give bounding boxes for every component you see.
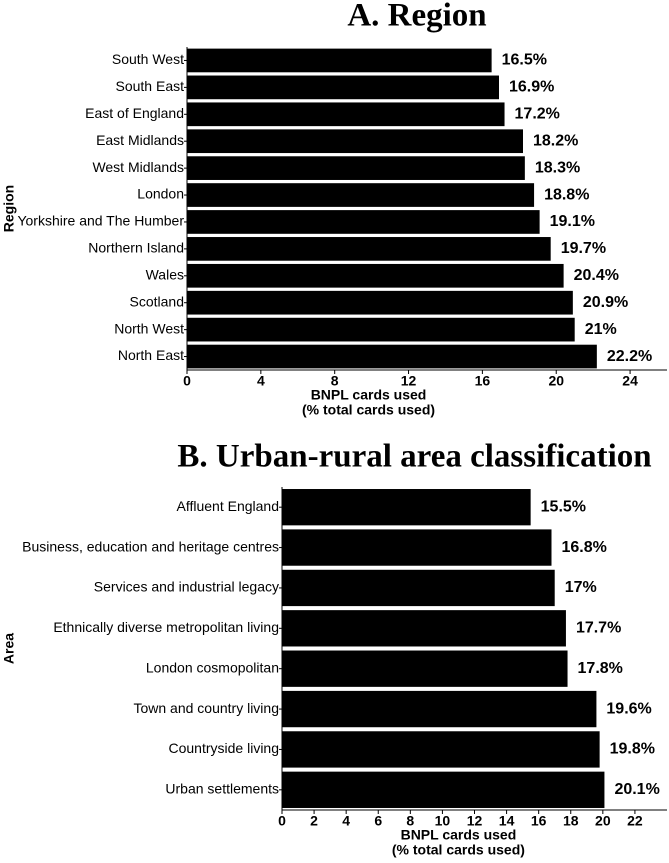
y-tick-label: East Midlands (96, 132, 184, 148)
y-tick-label: London (137, 186, 184, 202)
bar (187, 48, 492, 73)
value-label: 21% (585, 321, 617, 338)
value-label: 17.7% (576, 620, 621, 637)
value-label: 20.1% (614, 781, 659, 798)
y-tick-label: Wales (146, 266, 184, 282)
bar (187, 75, 499, 100)
y-tick-label: Business, education and heritage centres (22, 538, 279, 554)
y-tick-label: South East (116, 78, 185, 94)
x-tick-label: 20 (548, 373, 564, 389)
x-axis-label: (% total cards used) (392, 842, 525, 858)
value-label: 19.1% (550, 213, 595, 230)
chart-title: A. Region (347, 0, 486, 34)
x-tick-label: 8 (406, 813, 414, 829)
value-label: 18.8% (544, 186, 589, 203)
x-axis-label: BNPL cards used (401, 827, 517, 843)
x-tick-label: 8 (331, 373, 339, 389)
bar (187, 237, 551, 261)
bar (282, 610, 566, 647)
x-tick-label: 4 (342, 813, 350, 829)
bar (187, 317, 575, 342)
value-label: 19.7% (561, 240, 606, 257)
value-label: 20.9% (583, 294, 628, 311)
bar (187, 183, 535, 207)
y-tick-label: London cosmopolitan (146, 659, 279, 675)
y-tick-label: West Midlands (92, 159, 184, 175)
x-tick-label: 16 (475, 373, 491, 389)
value-label: 16.5% (502, 52, 547, 69)
bar (187, 129, 523, 154)
x-tick-label: 16 (531, 813, 547, 829)
bar (187, 156, 525, 180)
y-tick-label: Ethnically diverse metropolitan living (53, 619, 279, 635)
y-tick-label: Town and country living (133, 700, 279, 716)
value-label: 15.5% (541, 498, 586, 515)
bar (187, 210, 540, 234)
bar (187, 102, 505, 127)
x-tick-label: 2 (310, 813, 318, 829)
bar (282, 771, 605, 808)
y-tick-label: North East (118, 347, 184, 363)
x-tick-label: 0 (183, 373, 191, 389)
y-tick-label: North West (114, 320, 184, 336)
bar (282, 731, 600, 768)
y-tick-label: Northern Island (88, 240, 184, 256)
bar (282, 690, 597, 728)
y-axis-label: Area (1, 633, 17, 664)
bar (187, 290, 573, 315)
x-tick-label: 18 (563, 813, 579, 829)
value-label: 19.6% (606, 700, 651, 717)
y-axis-label: Region (1, 185, 17, 232)
bar (187, 263, 564, 288)
x-tick-label: 24 (622, 373, 638, 389)
bar (282, 569, 555, 607)
x-tick-label: 22 (627, 813, 643, 829)
bar (282, 529, 552, 566)
value-label: 17% (565, 579, 597, 596)
value-label: 22.2% (607, 348, 652, 365)
value-label: 19.8% (610, 741, 655, 758)
x-tick-label: 0 (278, 813, 286, 829)
y-tick-label: Countryside living (169, 740, 280, 756)
x-tick-label: 6 (374, 813, 382, 829)
y-tick-label: Scotland (130, 293, 184, 309)
bar (282, 650, 568, 687)
y-tick-label: East of England (85, 105, 184, 121)
y-tick-label: South West (112, 51, 184, 67)
y-tick-label: Yorkshire and The Humber (17, 213, 184, 229)
x-axis-label: (% total cards used) (302, 402, 435, 418)
x-tick-label: 14 (499, 813, 515, 829)
y-tick-label: Affluent England (177, 498, 280, 514)
value-label: 18.3% (535, 159, 580, 176)
chart-title: B. Urban-rural area classification (177, 439, 651, 475)
x-tick-label: 12 (467, 813, 483, 829)
x-tick-label: 4 (257, 373, 265, 389)
x-tick-label: 20 (595, 813, 611, 829)
bar (282, 489, 531, 526)
x-axis-label: BNPL cards used (311, 387, 427, 403)
y-tick-label: Urban settlements (165, 781, 279, 797)
value-label: 17.2% (515, 106, 560, 123)
value-label: 16.8% (562, 539, 607, 556)
value-label: 18.2% (533, 132, 578, 149)
value-label: 17.8% (578, 660, 623, 677)
y-tick-label: Services and industrial legacy (94, 579, 279, 595)
value-label: 20.4% (574, 267, 619, 284)
bar (187, 344, 597, 369)
x-tick-label: 10 (435, 813, 451, 829)
x-tick-label: 12 (401, 373, 417, 389)
value-label: 16.9% (509, 79, 554, 96)
